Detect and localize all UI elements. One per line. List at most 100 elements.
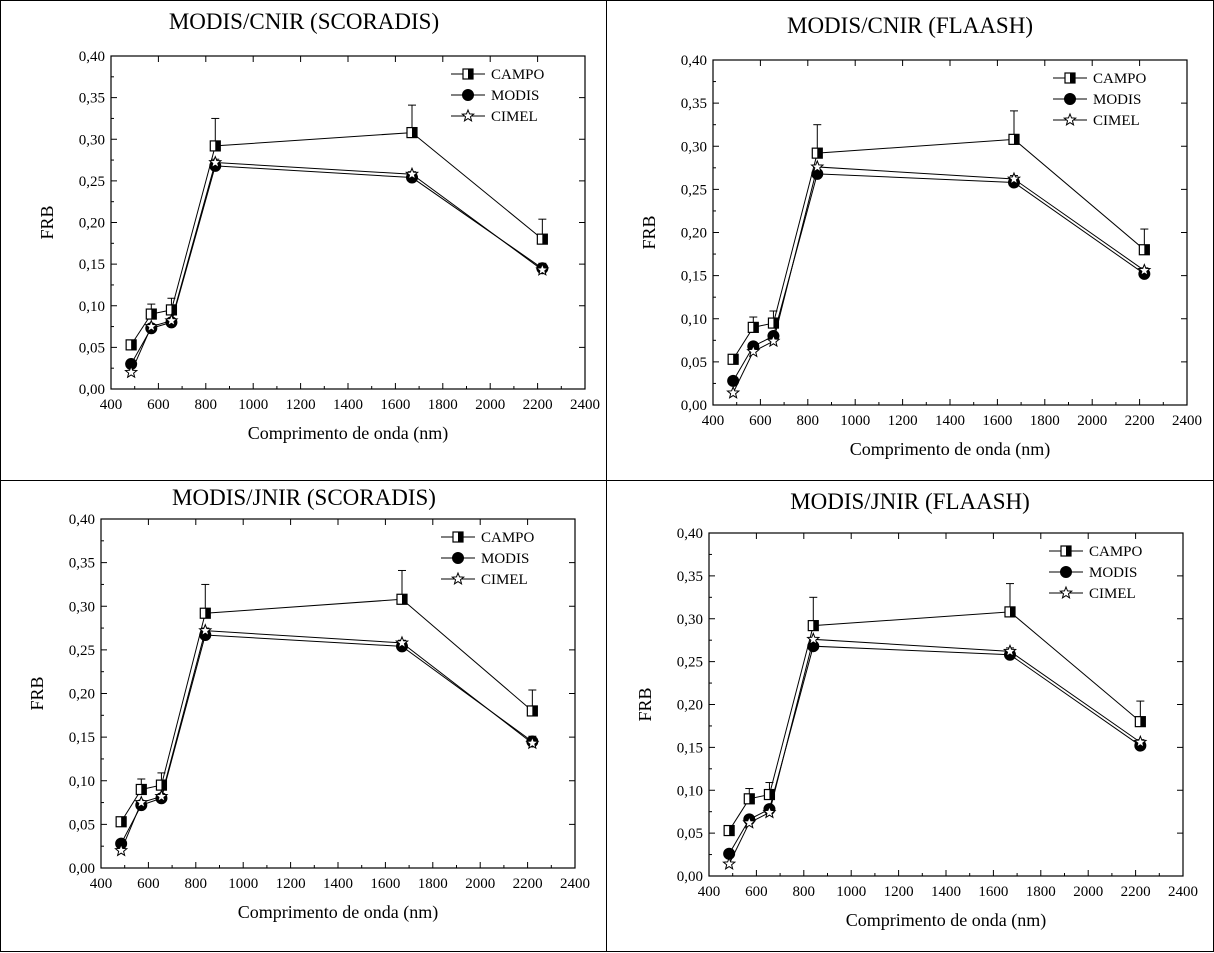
- series-cimel-point: [144, 319, 159, 333]
- y-tick-label: 0,35: [677, 569, 703, 585]
- legend-cimel-marker: [1062, 112, 1078, 126]
- legend-modis-label: MODIS: [481, 551, 529, 567]
- x-axis-label: Comprimento de onda (nm): [248, 423, 448, 444]
- series-campo-point-fill: [1140, 716, 1146, 727]
- legend-modis-label: MODIS: [1089, 565, 1137, 581]
- legend-campo-label: CAMPO: [1089, 544, 1143, 560]
- y-tick-label: 0,00: [681, 398, 707, 414]
- y-tick-label: 0,30: [79, 132, 105, 148]
- series-cimel-point: [722, 856, 737, 870]
- plot-frame: [708, 532, 1184, 877]
- y-tick-label: 0,15: [681, 269, 707, 285]
- y-tick-label: 0,30: [681, 139, 707, 155]
- series-campo-point-fill: [769, 789, 775, 800]
- chart-plot-jnir-scoradis: 400 600 800 1000 1200 1400 1600 1800 2000 2200 240…: [27, 512, 590, 923]
- series-cimel-point: [766, 333, 781, 348]
- legend-modis-label: MODIS: [1093, 92, 1141, 108]
- y-tick-label: 0,20: [677, 698, 703, 714]
- series-campo-line: [732, 138, 1145, 360]
- x-tick-label: 1000: [228, 876, 258, 892]
- chart-panel-cnir-scoradis: MODIS/CNIR (SCORADIS) 400 600 800 1000 1200 1…: [0, 0, 608, 482]
- y-tick-label: 0,25: [79, 174, 105, 190]
- series-cimel-point: [154, 789, 169, 803]
- x-tick-label: 600: [137, 876, 160, 892]
- legend-campo-label: CAMPO: [481, 530, 535, 546]
- x-tick-label: 1600: [380, 397, 410, 413]
- x-tick-label: 1600: [982, 413, 1012, 429]
- legend-cimel-marker: [450, 571, 466, 585]
- series-cimel-point: [742, 815, 757, 829]
- series-campo-point-fill: [121, 816, 127, 827]
- x-tick-label: 400: [100, 397, 123, 413]
- legend-campo-marker-fill: [1070, 73, 1075, 83]
- x-tick-label: 2400: [1172, 413, 1202, 429]
- legend-campo-marker-fill: [468, 69, 473, 79]
- x-axis-label: Comprimento de onda (nm): [238, 902, 438, 923]
- series-campo-point-fill: [215, 140, 221, 151]
- legend-cimel-label: CIMEL: [1089, 586, 1136, 602]
- y-tick-label: 0,05: [677, 826, 703, 842]
- legend-modis-marker: [452, 552, 464, 564]
- series-campo-point-fill: [733, 354, 739, 365]
- series-cimel-point: [1137, 263, 1152, 277]
- series-cimel-point: [164, 313, 179, 327]
- series-campo-point-fill: [1013, 134, 1019, 145]
- series-campo-point-fill: [749, 793, 755, 804]
- series-cimel-point: [134, 795, 149, 809]
- x-tick-label: 1200: [276, 876, 306, 892]
- y-tick-label: 0,40: [69, 512, 95, 528]
- series-cimel-line: [728, 638, 1141, 865]
- series-modis-line: [130, 165, 543, 365]
- x-tick-label: 2000: [475, 397, 505, 413]
- x-tick-label: 400: [702, 413, 725, 429]
- x-tick-label: 2000: [1077, 413, 1107, 429]
- y-tick-label: 0,10: [79, 299, 105, 315]
- y-axis-label: FRB: [37, 205, 57, 239]
- y-tick-label: 0,10: [69, 774, 95, 790]
- series-campo-point-fill: [813, 620, 819, 631]
- series-cimel-point: [208, 155, 223, 169]
- y-tick-label: 0,00: [79, 382, 105, 398]
- legend-modis-marker: [1064, 93, 1076, 105]
- x-tick-label: 1400: [931, 884, 961, 900]
- y-tick-label: 0,30: [69, 599, 95, 615]
- y-tick-label: 0,00: [677, 869, 703, 885]
- chart-panel-cnir-flaash: MODIS/CNIR (FLAASH) 400 600 800 1000 1200 140…: [606, 0, 1214, 482]
- chart-title: MODIS/JNIR (FLAASH): [790, 489, 1030, 514]
- chart-title: MODIS/JNIR (SCORADIS): [172, 485, 436, 510]
- series-cimel-point: [726, 385, 741, 399]
- series-campo-point-fill: [1144, 244, 1150, 255]
- series-cimel-point: [404, 166, 420, 181]
- chart-plot-cnir-scoradis: 400 600 800 1000 1200 1400 1600 1800 2000 2200 240…: [37, 49, 600, 444]
- x-tick-label: 400: [90, 876, 113, 892]
- series-campo-point-fill: [773, 318, 779, 329]
- y-tick-label: 0,05: [681, 355, 707, 371]
- legend-cimel-marker: [1058, 585, 1074, 599]
- series-cimel-point: [124, 364, 139, 379]
- x-tick-label: 1400: [935, 413, 965, 429]
- chart-title: MODIS/CNIR (SCORADIS): [168, 9, 440, 34]
- series-campo-point-fill: [151, 309, 157, 320]
- series-cimel-point: [1002, 643, 1018, 658]
- x-tick-label: 1800: [418, 876, 448, 892]
- x-tick-label: 1200: [888, 413, 918, 429]
- series-cimel-point: [394, 635, 410, 649]
- series-modis-line: [120, 634, 533, 844]
- series-campo-line: [120, 598, 533, 823]
- x-tick-label: 2200: [1121, 884, 1151, 900]
- series-cimel-point: [525, 735, 540, 750]
- series-campo-point-fill: [141, 784, 147, 795]
- x-tick-label: 2000: [1073, 884, 1103, 900]
- x-tick-label: 2200: [513, 876, 543, 892]
- series-campo-point-fill: [411, 127, 417, 138]
- x-tick-label: 1000: [836, 884, 866, 900]
- x-tick-label: 1000: [840, 413, 870, 429]
- x-tick-label: 2400: [560, 876, 590, 892]
- legend-campo-marker-fill: [458, 532, 463, 542]
- legend-cimel-label: CIMEL: [1093, 113, 1140, 129]
- y-tick-label: 0,25: [677, 655, 703, 671]
- x-tick-label: 2400: [1168, 884, 1198, 900]
- y-axis-label: FRB: [27, 676, 47, 710]
- x-tick-label: 800: [185, 876, 208, 892]
